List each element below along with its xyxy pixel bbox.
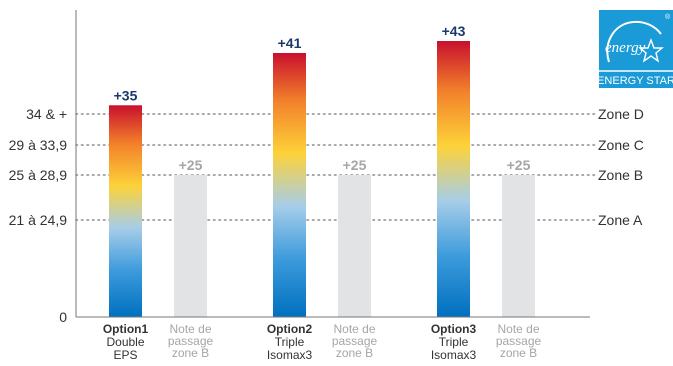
reference-name-1-3: zone B — [172, 346, 209, 360]
y-tick-label-2: 29 à 33,9 — [9, 137, 68, 153]
category-name-2: Option2 — [267, 322, 313, 336]
zone-label-2: Zone C — [598, 137, 644, 153]
category-sub-2-2: Isomax3 — [267, 348, 313, 362]
y-tick-label-1: 34 & + — [26, 106, 67, 122]
reference-name-2-3: zone B — [336, 346, 373, 360]
y-tick-label-5: 0 — [59, 309, 67, 325]
reference-bar-2 — [338, 175, 371, 317]
option-bar-1 — [109, 105, 142, 318]
reference-name-1-1: Note de — [169, 322, 211, 336]
category-name-3: Option3 — [431, 322, 477, 336]
option-value-label-2: +41 — [278, 35, 302, 51]
zone-label-1: Zone D — [598, 106, 644, 122]
reference-name-1-2: passage — [168, 334, 214, 348]
reference-name-2-2: passage — [332, 334, 378, 348]
category-sub-3-2: Isomax3 — [431, 348, 477, 362]
reference-bar-1 — [174, 175, 207, 317]
logo-text: ENERGY STAR — [599, 75, 673, 87]
logo-script: energy — [605, 40, 646, 56]
logo-registered-mark: ® — [665, 13, 671, 21]
reference-bar-3 — [502, 175, 535, 317]
option-bar-2 — [273, 53, 306, 317]
category-name-1: Option1 — [103, 322, 149, 336]
reference-value-label-2: +25 — [343, 157, 367, 173]
category-sub-2-1: Triple — [275, 335, 305, 349]
reference-value-label-1: +25 — [179, 157, 203, 173]
y-tick-label-4: 21 à 24,9 — [9, 212, 68, 228]
category-sub-1-1: Double — [106, 335, 144, 349]
zone-label-4: Zone A — [598, 212, 643, 228]
option-value-label-3: +43 — [442, 23, 466, 39]
category-sub-3-1: Triple — [439, 335, 469, 349]
category-sub-1-2: EPS — [113, 348, 137, 362]
energy-star-logo: energy ® ENERGY STAR — [597, 10, 673, 88]
option-value-label-1: +35 — [114, 87, 138, 103]
reference-name-3-2: passage — [496, 334, 542, 348]
reference-name-3-3: zone B — [500, 346, 537, 360]
reference-value-label-3: +25 — [507, 157, 531, 173]
reference-name-3-1: Note de — [497, 322, 539, 336]
zone-label-3: Zone B — [598, 167, 643, 183]
option-bar-3 — [437, 41, 470, 317]
y-tick-label-3: 25 à 28,9 — [9, 167, 68, 183]
reference-name-2-1: Note de — [333, 322, 375, 336]
